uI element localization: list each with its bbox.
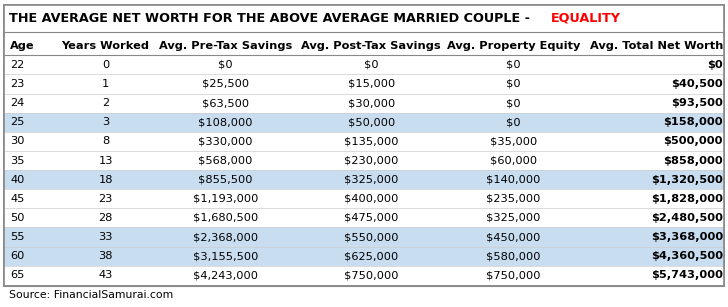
Bar bbox=[4, 132, 724, 151]
Bar bbox=[4, 208, 724, 227]
Bar bbox=[4, 266, 724, 285]
Text: Age: Age bbox=[10, 41, 35, 51]
Text: 35: 35 bbox=[10, 156, 25, 165]
Bar bbox=[4, 94, 724, 113]
Text: 8: 8 bbox=[102, 136, 109, 146]
Text: $3,368,000: $3,368,000 bbox=[651, 232, 723, 242]
Text: $580,000: $580,000 bbox=[486, 251, 540, 261]
Bar bbox=[4, 151, 724, 170]
Text: $855,500: $855,500 bbox=[199, 175, 253, 185]
Text: $568,000: $568,000 bbox=[199, 156, 253, 165]
Bar bbox=[4, 55, 724, 74]
Bar bbox=[4, 37, 724, 55]
Text: $750,000: $750,000 bbox=[486, 270, 540, 280]
Text: $2,480,500: $2,480,500 bbox=[651, 213, 723, 223]
Text: $15,000: $15,000 bbox=[348, 79, 395, 89]
Text: $40,500: $40,500 bbox=[671, 79, 723, 89]
Text: 23: 23 bbox=[10, 79, 25, 89]
Text: 3: 3 bbox=[102, 117, 109, 127]
Text: $858,000: $858,000 bbox=[663, 156, 723, 165]
Text: $50,000: $50,000 bbox=[348, 117, 395, 127]
Text: $4,243,000: $4,243,000 bbox=[193, 270, 258, 280]
Text: $2,368,000: $2,368,000 bbox=[193, 232, 258, 242]
Text: $235,000: $235,000 bbox=[486, 194, 540, 204]
Text: 28: 28 bbox=[98, 213, 113, 223]
Text: 55: 55 bbox=[10, 232, 25, 242]
Text: 0: 0 bbox=[102, 60, 109, 70]
Bar bbox=[4, 247, 724, 266]
Text: Avg. Post-Tax Savings: Avg. Post-Tax Savings bbox=[301, 41, 441, 51]
Text: 33: 33 bbox=[98, 232, 113, 242]
Bar bbox=[4, 189, 724, 208]
Bar bbox=[4, 74, 724, 94]
Text: $0: $0 bbox=[506, 60, 521, 70]
Text: $0: $0 bbox=[707, 60, 723, 70]
Bar bbox=[4, 227, 724, 247]
Text: $3,155,500: $3,155,500 bbox=[193, 251, 258, 261]
Text: $25,500: $25,500 bbox=[202, 79, 249, 89]
Text: $325,000: $325,000 bbox=[486, 213, 540, 223]
Text: $0: $0 bbox=[506, 79, 521, 89]
Text: $475,000: $475,000 bbox=[344, 213, 398, 223]
Text: 1: 1 bbox=[102, 79, 109, 89]
Text: $5,743,000: $5,743,000 bbox=[651, 270, 723, 280]
Text: $60,000: $60,000 bbox=[490, 156, 537, 165]
Text: 50: 50 bbox=[10, 213, 25, 223]
Text: 30: 30 bbox=[10, 136, 25, 146]
Text: 13: 13 bbox=[98, 156, 113, 165]
Text: $1,828,000: $1,828,000 bbox=[651, 194, 723, 204]
Text: Avg. Property Equity: Avg. Property Equity bbox=[446, 41, 580, 51]
Text: $550,000: $550,000 bbox=[344, 232, 398, 242]
Bar bbox=[4, 170, 724, 189]
Text: 40: 40 bbox=[10, 175, 25, 185]
Text: Avg. Total Net Worth: Avg. Total Net Worth bbox=[590, 41, 723, 51]
Text: $230,000: $230,000 bbox=[344, 156, 398, 165]
Text: $1,680,500: $1,680,500 bbox=[193, 213, 258, 223]
Text: 38: 38 bbox=[98, 251, 113, 261]
Text: 43: 43 bbox=[98, 270, 113, 280]
Text: $450,000: $450,000 bbox=[486, 232, 540, 242]
Text: $93,500: $93,500 bbox=[671, 98, 723, 108]
Text: $0: $0 bbox=[218, 60, 233, 70]
Text: $30,000: $30,000 bbox=[348, 98, 395, 108]
Text: $0: $0 bbox=[506, 98, 521, 108]
Text: $330,000: $330,000 bbox=[199, 136, 253, 146]
Text: $750,000: $750,000 bbox=[344, 270, 398, 280]
Text: $400,000: $400,000 bbox=[344, 194, 398, 204]
Text: $35,000: $35,000 bbox=[490, 136, 537, 146]
Text: $63,500: $63,500 bbox=[202, 98, 249, 108]
Text: $140,000: $140,000 bbox=[486, 175, 540, 185]
Text: 65: 65 bbox=[10, 270, 25, 280]
Text: $158,000: $158,000 bbox=[663, 117, 723, 127]
Text: $325,000: $325,000 bbox=[344, 175, 398, 185]
Text: EQUALITY: EQUALITY bbox=[551, 12, 621, 25]
Text: $4,360,500: $4,360,500 bbox=[651, 251, 723, 261]
Text: 24: 24 bbox=[10, 98, 25, 108]
Text: 23: 23 bbox=[98, 194, 113, 204]
Text: $1,193,000: $1,193,000 bbox=[193, 194, 258, 204]
Text: 18: 18 bbox=[98, 175, 113, 185]
Text: $0: $0 bbox=[364, 60, 379, 70]
Text: $135,000: $135,000 bbox=[344, 136, 398, 146]
Text: 2: 2 bbox=[102, 98, 109, 108]
Text: Years Worked: Years Worked bbox=[62, 41, 149, 51]
Bar bbox=[4, 5, 724, 32]
Text: $108,000: $108,000 bbox=[199, 117, 253, 127]
Text: $625,000: $625,000 bbox=[344, 251, 398, 261]
Text: Source: FinancialSamurai.com: Source: FinancialSamurai.com bbox=[9, 290, 173, 300]
Text: THE AVERAGE NET WORTH FOR THE ABOVE AVERAGE MARRIED COUPLE -: THE AVERAGE NET WORTH FOR THE ABOVE AVER… bbox=[9, 12, 534, 25]
Text: $0: $0 bbox=[506, 117, 521, 127]
Bar bbox=[4, 113, 724, 132]
Text: 45: 45 bbox=[10, 194, 25, 204]
Text: $1,320,500: $1,320,500 bbox=[651, 175, 723, 185]
Text: 22: 22 bbox=[10, 60, 25, 70]
Text: $500,000: $500,000 bbox=[663, 136, 723, 146]
Text: 25: 25 bbox=[10, 117, 25, 127]
Text: 60: 60 bbox=[10, 251, 25, 261]
Text: Avg. Pre-Tax Savings: Avg. Pre-Tax Savings bbox=[159, 41, 293, 51]
